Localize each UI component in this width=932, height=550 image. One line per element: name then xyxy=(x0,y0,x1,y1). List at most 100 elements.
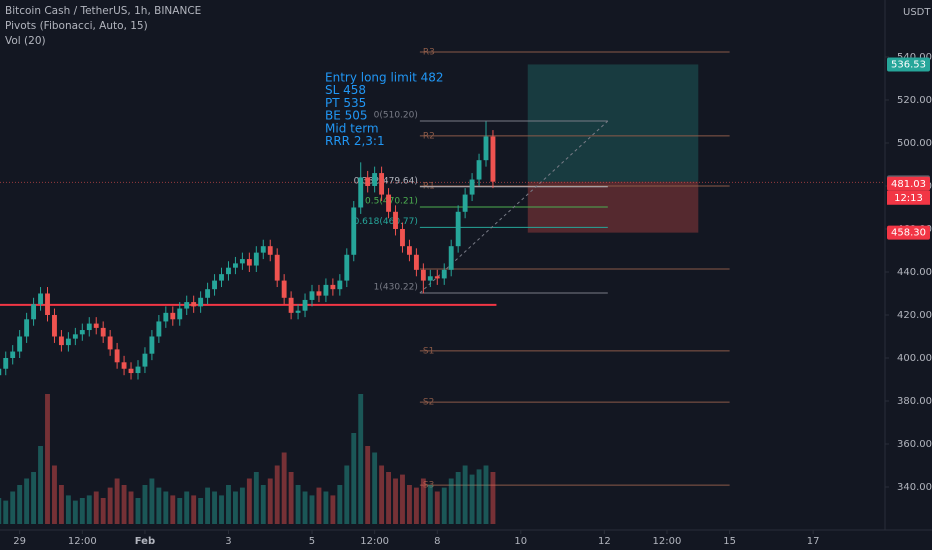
candle-body xyxy=(52,314,57,337)
volume-bar xyxy=(239,487,245,524)
candle-body xyxy=(100,327,106,337)
candle-body xyxy=(45,293,50,315)
candle-body xyxy=(420,269,426,281)
volume-bar xyxy=(135,498,141,524)
x-tick-label: Feb xyxy=(135,536,155,547)
volume-bar xyxy=(93,491,99,524)
candle-body xyxy=(219,274,224,281)
candle-body xyxy=(17,336,23,352)
volume-bar xyxy=(309,495,315,524)
volume-bar xyxy=(79,498,85,524)
candle-body xyxy=(205,289,211,298)
candle-body xyxy=(490,136,496,182)
volume-bar xyxy=(205,487,211,524)
symbol-title: Bitcoin Cash / TetherUS, 1h, BINANCE xyxy=(5,5,201,17)
annotation-text: Mid term xyxy=(325,121,379,135)
volume-bar xyxy=(260,485,266,524)
candle-body xyxy=(379,173,385,195)
volume-bar xyxy=(17,485,23,524)
volume-bar xyxy=(156,487,162,524)
candle-body xyxy=(281,280,287,298)
candle-body xyxy=(274,254,280,281)
volume-bar xyxy=(358,394,364,524)
candle-body xyxy=(413,254,419,270)
volume-bar xyxy=(483,465,489,524)
candle-body xyxy=(337,280,343,290)
indicator-label: Vol (20) xyxy=(5,35,46,47)
y-tick-label: 520.00 xyxy=(897,95,932,106)
volume-bar xyxy=(441,487,447,524)
price-badge-label: 536.53 xyxy=(891,59,926,70)
y-tick-label: 420.00 xyxy=(897,310,932,321)
volume-bar xyxy=(407,485,412,524)
x-tick-label: 5 xyxy=(309,536,315,547)
volume-bar xyxy=(427,485,433,524)
candle-body xyxy=(114,349,120,363)
annotation-text: RRR 2,3:1 xyxy=(325,134,385,148)
volume-bar xyxy=(128,491,134,524)
fib-label: 0.618(460.77) xyxy=(354,217,418,227)
candle-body xyxy=(198,297,204,307)
volume-bar xyxy=(448,478,454,524)
candle-body xyxy=(483,136,489,161)
candle-body xyxy=(107,336,113,350)
candle-body xyxy=(191,302,197,307)
candle-body xyxy=(246,259,252,266)
candle-body xyxy=(351,207,357,255)
candle-body xyxy=(372,173,378,186)
volume-bar xyxy=(58,485,64,524)
candle-body xyxy=(212,280,217,290)
volume-bar xyxy=(316,487,322,524)
volume-bar xyxy=(372,452,378,524)
volume-bar xyxy=(344,465,350,524)
volume-bar xyxy=(72,500,78,524)
candle-body xyxy=(302,299,308,311)
x-tick-label: 12:00 xyxy=(68,536,97,547)
volume-bar xyxy=(246,478,252,524)
volume-bar xyxy=(65,495,71,524)
candle-body xyxy=(232,263,238,268)
candle-body xyxy=(427,276,433,281)
candle-body xyxy=(177,308,183,320)
fib-label: 0.5(470.21) xyxy=(365,197,418,207)
volume-bar xyxy=(253,472,259,524)
candle-body xyxy=(434,276,440,279)
candle-body xyxy=(135,366,141,374)
y-tick-label: 440.00 xyxy=(897,267,932,278)
candle-body xyxy=(93,323,99,328)
currency-label[interactable]: USDT xyxy=(903,7,931,18)
volume-bar xyxy=(413,487,419,524)
candle-body xyxy=(253,252,259,266)
candle-body xyxy=(239,259,245,264)
volume-bar xyxy=(295,485,301,524)
candle-body xyxy=(149,336,155,354)
candle-body xyxy=(288,297,294,313)
candle-body xyxy=(128,368,134,374)
pivot-label: R2 xyxy=(423,131,435,141)
candle-body xyxy=(142,353,148,367)
plot: R3R2R1S1S2S30(510.20)0.382(479.64)0.5(47… xyxy=(0,48,885,524)
volume-bar xyxy=(274,465,280,524)
price-badge xyxy=(887,176,930,191)
x-tick-label: 12:00 xyxy=(653,536,682,547)
volume-bar xyxy=(121,485,127,524)
volume-bar xyxy=(267,478,273,524)
volume-bar xyxy=(365,446,371,524)
volume-bar xyxy=(337,485,343,524)
volume-bar xyxy=(226,485,231,524)
volume-bar xyxy=(107,487,113,524)
volume-bar xyxy=(323,491,329,524)
candle-body xyxy=(58,336,64,346)
pivot-label: R3 xyxy=(423,48,435,58)
candle-body xyxy=(184,302,190,309)
candle-body xyxy=(441,269,447,279)
volume-bar xyxy=(393,478,398,524)
candle-body xyxy=(79,330,85,335)
volume-bar xyxy=(219,495,224,524)
volume-bar xyxy=(434,491,440,524)
volume-bar xyxy=(330,495,336,524)
volume-bar xyxy=(38,446,43,524)
volume-bar xyxy=(198,498,204,524)
